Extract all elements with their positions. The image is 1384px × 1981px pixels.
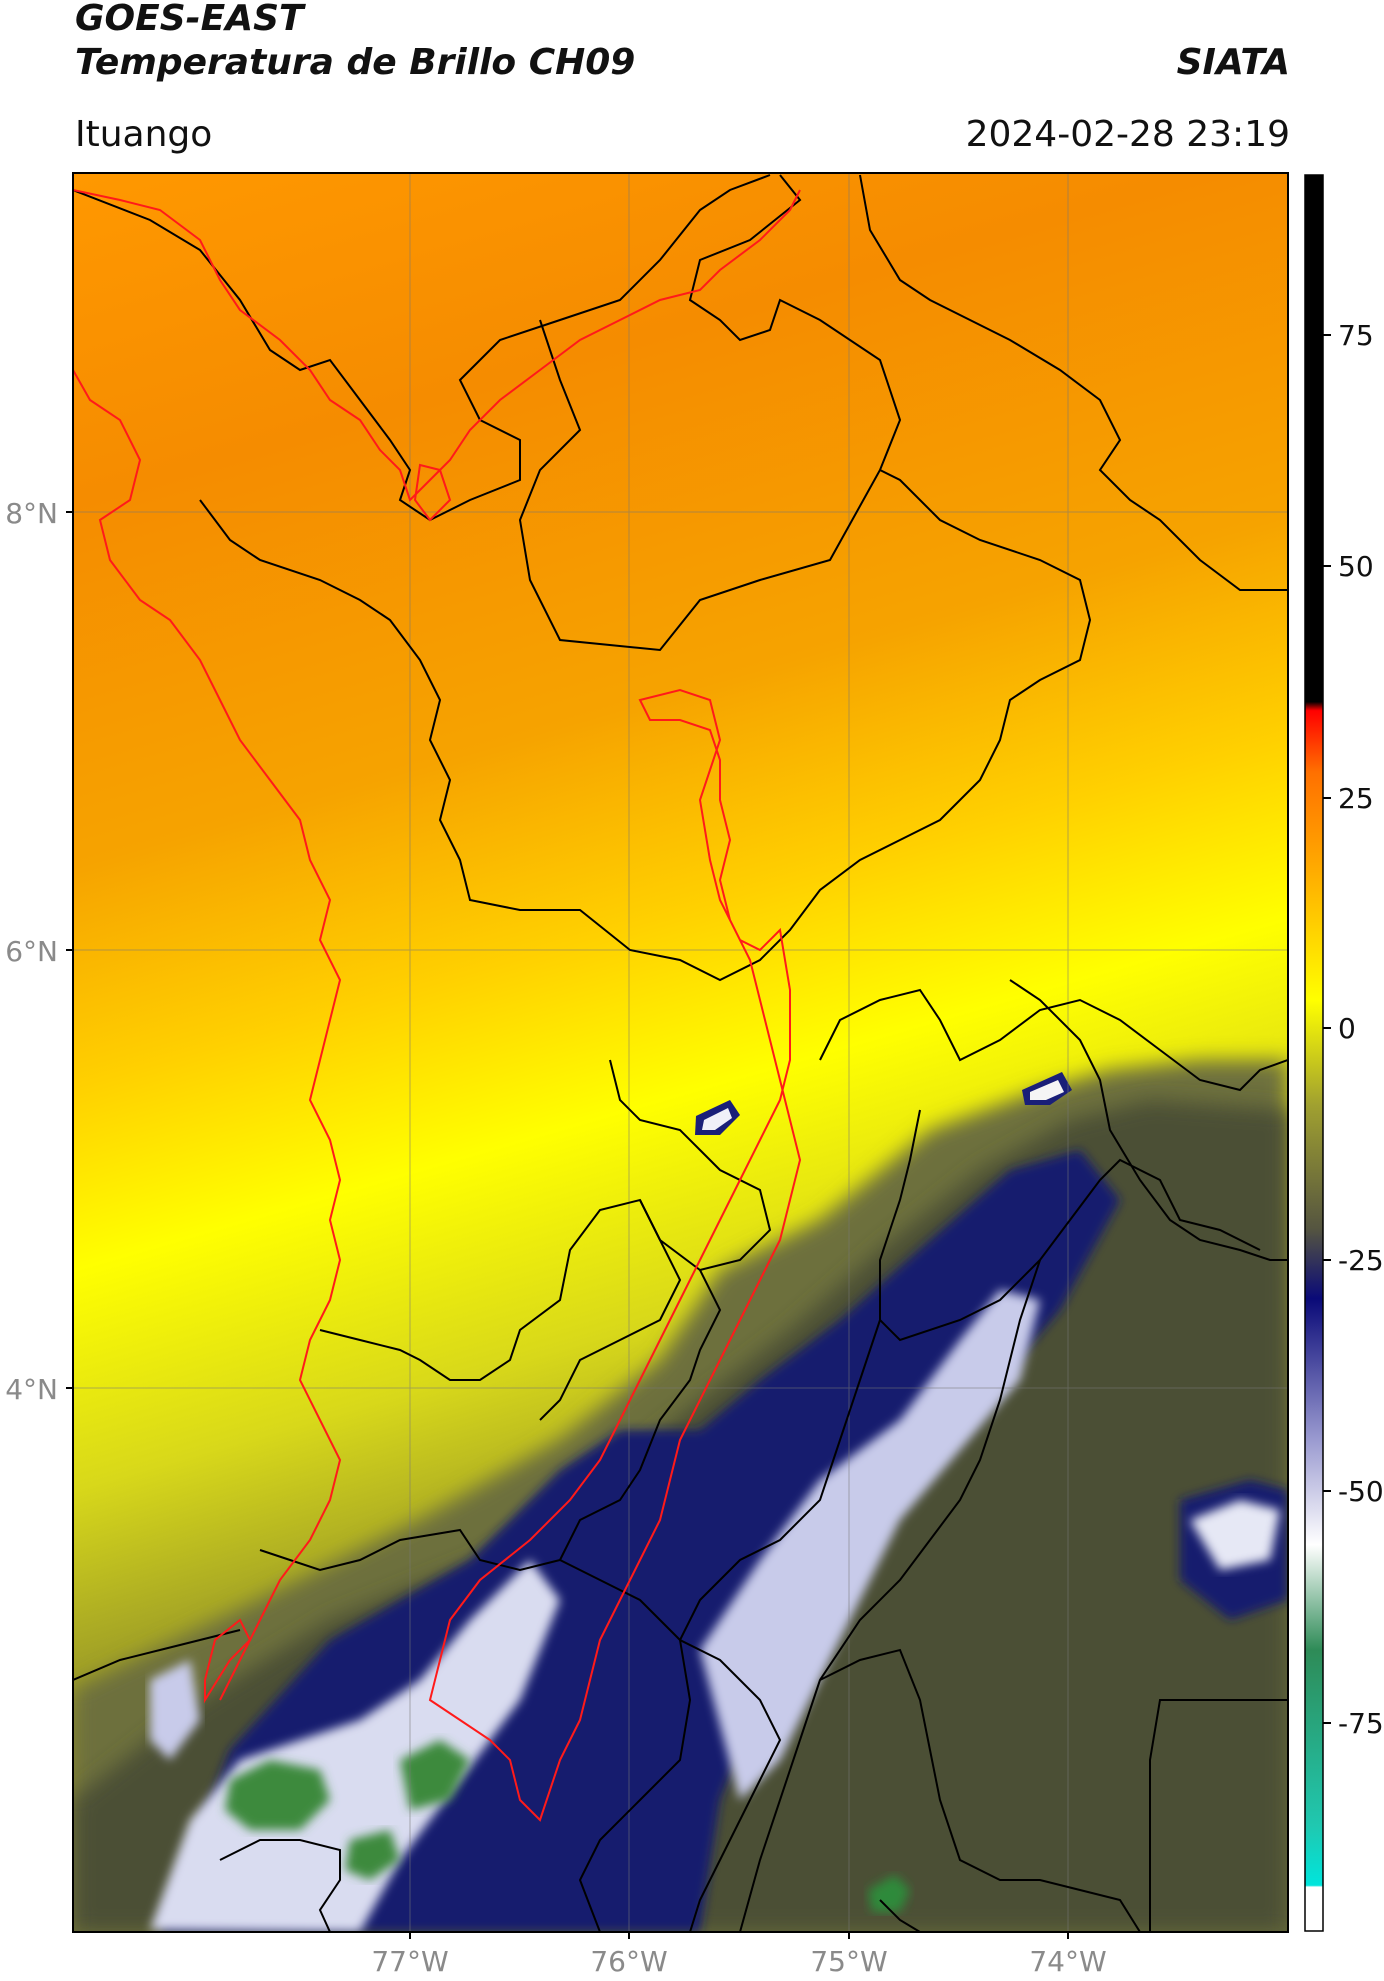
lat-label-4n: 4°N: [5, 1373, 58, 1406]
lon-label-76w: 76°W: [590, 1945, 667, 1978]
colorbar-label-minus75: -75: [1338, 1707, 1384, 1740]
organization-name: SIATA: [1176, 42, 1290, 83]
map-frame: [72, 172, 1289, 1933]
colorbar-ticks: [1323, 334, 1331, 1724]
datetime-label: 2024-02-28 23:19: [965, 114, 1290, 155]
colorbar: [1304, 174, 1324, 1932]
satellite-name: GOES-EAST: [75, 0, 304, 39]
administrative-boundaries: [73, 174, 1288, 1932]
lat-ticks: [66, 511, 73, 1389]
lon-label-77w: 77°W: [371, 1945, 448, 1978]
colorbar-label-0: 0: [1338, 1012, 1356, 1045]
graticule: [73, 173, 1288, 1932]
colorbar-label-75: 75: [1338, 319, 1374, 352]
brightness-temperature-field: [73, 173, 1288, 1932]
lat-label-6n: 6°N: [5, 935, 58, 968]
colorbar-label-50: 50: [1338, 550, 1374, 583]
lat-label-8n: 8°N: [5, 497, 58, 530]
lon-label-74w: 74°W: [1029, 1945, 1106, 1978]
colorbar-label-minus50: -50: [1338, 1475, 1384, 1508]
colorbar-label-25: 25: [1338, 782, 1374, 815]
product-title: Temperatura de Brillo CH09: [75, 42, 636, 83]
region-name: Ituango: [75, 114, 213, 155]
colorbar-label-minus25: -25: [1338, 1244, 1384, 1277]
lon-label-75w: 75°W: [810, 1945, 887, 1978]
lon-ticks: [409, 1932, 1069, 1939]
